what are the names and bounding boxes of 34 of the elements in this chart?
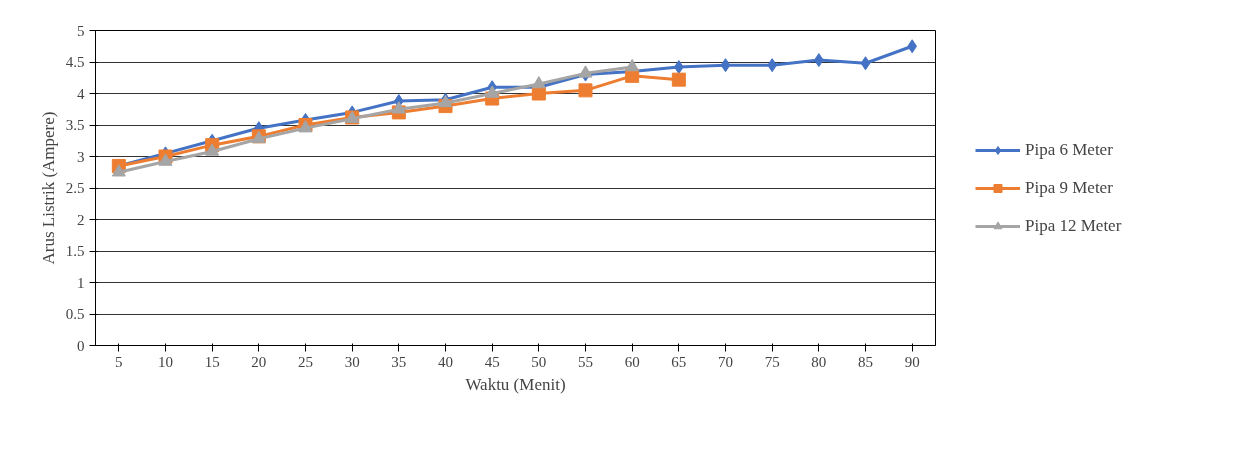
x-tick-label: 20 xyxy=(251,353,267,370)
x-tick-label: 85 xyxy=(858,353,873,370)
y-tick-label: 2 xyxy=(77,211,85,228)
x-tick-label: 45 xyxy=(484,353,500,370)
x-tick-label: 75 xyxy=(764,353,780,370)
x-tick-label: 90 xyxy=(904,353,920,370)
y-tick-label: 0.5 xyxy=(65,306,85,322)
x-tick-label: 60 xyxy=(624,353,640,370)
y-tick-label: 1 xyxy=(77,274,85,291)
x-tick-label: 70 xyxy=(718,353,733,370)
legend-label: Pipa 9 Meter xyxy=(1025,177,1113,198)
x-tick-label: 65 xyxy=(671,353,687,370)
y-tick-label: 2.5 xyxy=(65,180,85,196)
x-tick-label: 55 xyxy=(578,353,593,370)
x-axis-title: Waktu (Menit) xyxy=(465,374,566,394)
x-tick-label: 30 xyxy=(344,353,360,370)
x-tick-label: 35 xyxy=(391,353,407,370)
y-tick-label: 4 xyxy=(77,85,85,102)
x-tick-label: 5 xyxy=(115,353,123,370)
x-tick-label: 25 xyxy=(298,353,313,370)
x-tick-label: 15 xyxy=(204,353,220,370)
x-tick-label: 40 xyxy=(438,353,453,370)
y-tick-label: 1.5 xyxy=(65,243,85,259)
y-tick-label: 3 xyxy=(77,148,85,165)
x-tick-label: 50 xyxy=(531,353,547,370)
legend-label: Pipa 12 Meter xyxy=(1025,215,1122,236)
y-tick-label: 3.5 xyxy=(65,117,85,133)
y-tick-label: 5 xyxy=(77,22,85,39)
x-tick-label: 80 xyxy=(811,353,827,370)
y-tick-label: 4.5 xyxy=(65,54,85,70)
x-tick-label: 10 xyxy=(158,353,173,370)
y-axis-title: Arus Listrik (Ampere) xyxy=(38,111,58,265)
y-tick-label: 0 xyxy=(77,337,85,354)
legend-label: Pipa 6 Meter xyxy=(1025,139,1113,160)
